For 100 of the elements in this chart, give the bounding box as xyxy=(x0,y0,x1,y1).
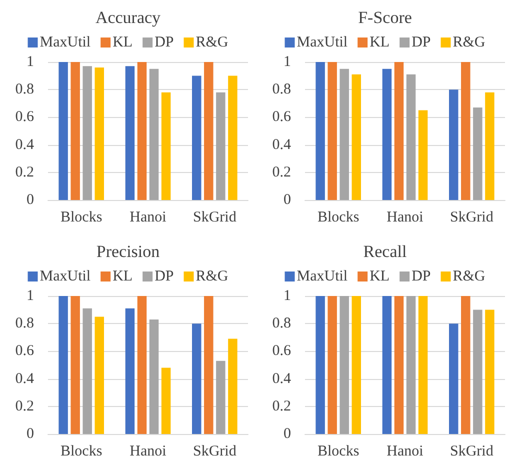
x-tick-label: SkGrid xyxy=(450,444,494,460)
legend-label: DP xyxy=(412,268,431,284)
bar xyxy=(485,310,494,434)
bar xyxy=(149,319,159,434)
y-tick-label: 0 xyxy=(26,426,34,442)
legend-label: MaxUtil xyxy=(296,268,348,284)
bar xyxy=(352,296,361,434)
y-tick-label: 0.4 xyxy=(15,136,34,153)
bar xyxy=(149,68,159,200)
bar xyxy=(473,310,482,434)
y-tick-label: 0 xyxy=(26,192,34,208)
y-tick-label: 1 xyxy=(284,54,291,70)
bar xyxy=(70,62,80,200)
legend-label: KL xyxy=(112,268,133,284)
y-tick-label: 0.4 xyxy=(272,370,292,387)
bar xyxy=(216,92,226,200)
x-tick-label: Hanoi xyxy=(130,444,166,460)
bar xyxy=(473,108,482,200)
bar xyxy=(382,296,392,434)
bar xyxy=(340,296,349,434)
y-tick-label: 0.6 xyxy=(15,109,34,126)
legend-label: MaxUtil xyxy=(296,34,348,50)
x-tick-label: Blocks xyxy=(60,210,102,226)
legend-label: R&G xyxy=(452,268,486,284)
y-tick-label: 1 xyxy=(26,54,34,70)
legend-label: KL xyxy=(370,268,390,284)
y-tick-label: 0.6 xyxy=(272,109,292,126)
bar xyxy=(328,62,337,200)
bar xyxy=(352,74,361,200)
x-tick-label: Blocks xyxy=(60,444,102,460)
legend-label: KL xyxy=(112,34,133,50)
bar xyxy=(394,296,404,434)
chart-title: Recall xyxy=(363,242,407,261)
bar xyxy=(406,296,416,434)
x-tick-label: Hanoi xyxy=(130,210,166,226)
y-tick-label: 0.8 xyxy=(15,82,34,98)
y-tick-label: 0 xyxy=(284,426,291,442)
bar xyxy=(394,62,404,200)
bar xyxy=(125,66,135,200)
bar xyxy=(449,90,458,200)
legend-label: DP xyxy=(154,34,174,50)
bar xyxy=(328,296,337,434)
bar xyxy=(192,76,202,200)
x-tick-label: SkGrid xyxy=(192,210,237,226)
x-tick-label: SkGrid xyxy=(450,210,494,226)
bar xyxy=(204,62,214,200)
bar xyxy=(94,68,104,200)
bar xyxy=(461,62,470,200)
bar xyxy=(382,68,392,200)
bar xyxy=(58,62,68,200)
y-tick-label: 1 xyxy=(26,288,34,304)
bar xyxy=(418,110,428,200)
x-tick-label: Blocks xyxy=(317,444,360,460)
y-tick-label: 0.6 xyxy=(15,343,34,360)
bar xyxy=(216,360,226,434)
x-tick-label: Hanoi xyxy=(386,210,424,226)
bar xyxy=(461,296,470,434)
bar xyxy=(58,296,68,434)
x-tick-label: SkGrid xyxy=(192,444,237,460)
chart-title: Accuracy xyxy=(95,8,162,27)
chart-title: Precision xyxy=(96,242,160,261)
legend-label: DP xyxy=(154,268,174,284)
bar xyxy=(82,308,92,434)
bar xyxy=(161,92,171,200)
y-tick-label: 0.4 xyxy=(15,370,34,387)
x-tick-label: Hanoi xyxy=(386,444,424,460)
bar xyxy=(137,296,147,434)
y-tick-label: 0.8 xyxy=(272,82,291,98)
y-tick-label: 0.8 xyxy=(272,316,291,332)
x-tick-label: Blocks xyxy=(317,210,360,226)
bar xyxy=(228,76,238,200)
legend-label: R&G xyxy=(452,34,486,50)
bar xyxy=(340,68,349,200)
y-tick-label: 1 xyxy=(284,288,291,304)
legend-label: KL xyxy=(370,34,390,50)
bar xyxy=(316,296,325,434)
bar xyxy=(70,296,80,434)
y-tick-label: 0.2 xyxy=(15,164,34,180)
bar xyxy=(161,368,171,434)
legend-label: DP xyxy=(412,34,431,50)
legend-label: MaxUtil xyxy=(40,268,91,284)
bar xyxy=(204,296,214,434)
y-tick-label: 0.6 xyxy=(272,343,292,360)
bar xyxy=(82,66,92,200)
bar xyxy=(449,324,458,434)
y-tick-label: 0.2 xyxy=(272,398,291,414)
bar xyxy=(137,62,147,200)
bar xyxy=(228,338,238,434)
bar xyxy=(316,62,325,200)
legend-label: R&G xyxy=(196,34,228,50)
y-tick-label: 0.4 xyxy=(272,136,292,153)
y-tick-label: 0 xyxy=(284,192,291,208)
bar xyxy=(418,296,428,434)
bar xyxy=(94,316,104,434)
bar xyxy=(192,324,202,434)
y-tick-label: 0.8 xyxy=(15,316,34,332)
y-tick-label: 0.2 xyxy=(15,398,34,414)
y-tick-label: 0.2 xyxy=(272,164,291,180)
legend-label: R&G xyxy=(196,268,228,284)
bar xyxy=(406,74,416,200)
